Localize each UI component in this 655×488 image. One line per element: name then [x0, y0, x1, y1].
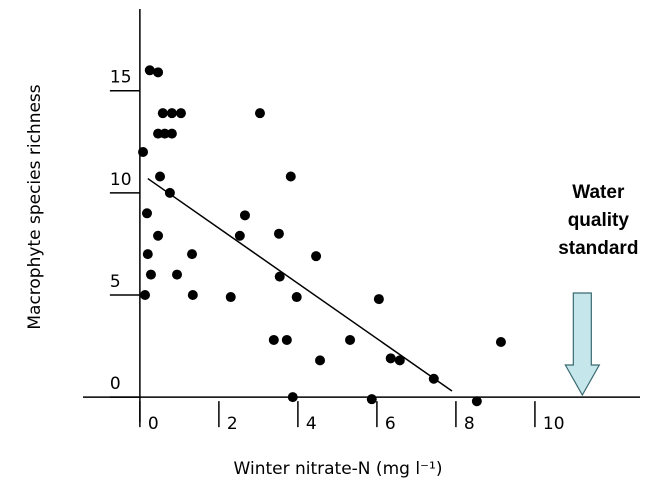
x-tick-label: 4: [306, 414, 317, 434]
point: [166, 128, 177, 139]
standard-arrow: [564, 292, 601, 397]
annotation-text: Water: [572, 182, 625, 203]
point: [225, 292, 236, 303]
point: [287, 392, 298, 403]
point: [291, 292, 302, 303]
point: [153, 230, 164, 241]
x-tick-label: 2: [227, 414, 238, 434]
point: [175, 108, 186, 119]
point: [281, 334, 292, 345]
point: [345, 334, 356, 345]
x-tick-label: 8: [464, 414, 475, 434]
point: [172, 269, 183, 280]
point: [157, 108, 168, 119]
point: [187, 290, 198, 300]
point: [138, 147, 149, 157]
x-axis-label: Winter nitrate-N (mg l⁻¹): [234, 459, 443, 479]
point: [373, 294, 384, 305]
point: [239, 210, 250, 221]
point: [153, 67, 164, 78]
point: [234, 230, 245, 241]
point: [141, 208, 152, 219]
point: [471, 396, 482, 407]
point: [285, 171, 296, 182]
x-tick-label: 0: [148, 414, 159, 434]
point: [145, 269, 156, 280]
point: [311, 251, 322, 262]
point: [495, 336, 506, 347]
x-tick-label: 6: [385, 414, 396, 434]
y-axis-label: Macrophyte species richness: [25, 84, 45, 329]
point: [159, 128, 170, 139]
point: [366, 394, 377, 405]
point: [140, 290, 151, 300]
annotation-text: quality: [568, 210, 630, 231]
point: [142, 249, 153, 260]
y-tick-label: 5: [110, 272, 121, 292]
point: [274, 271, 285, 282]
point: [385, 353, 396, 364]
x-tick-label: 10: [543, 414, 565, 434]
y-tick-label: 10: [110, 170, 132, 190]
point: [155, 171, 166, 182]
point: [315, 355, 326, 366]
trend-line: [147, 177, 453, 392]
point: [187, 249, 198, 260]
point: [394, 355, 405, 366]
point: [254, 108, 265, 119]
point: [273, 228, 284, 239]
y-tick-label: 0: [110, 374, 121, 394]
y-tick-label: 15: [110, 68, 132, 88]
point: [144, 65, 155, 76]
annotation-text: standard: [558, 238, 638, 259]
point: [166, 108, 177, 119]
point: [268, 334, 279, 345]
